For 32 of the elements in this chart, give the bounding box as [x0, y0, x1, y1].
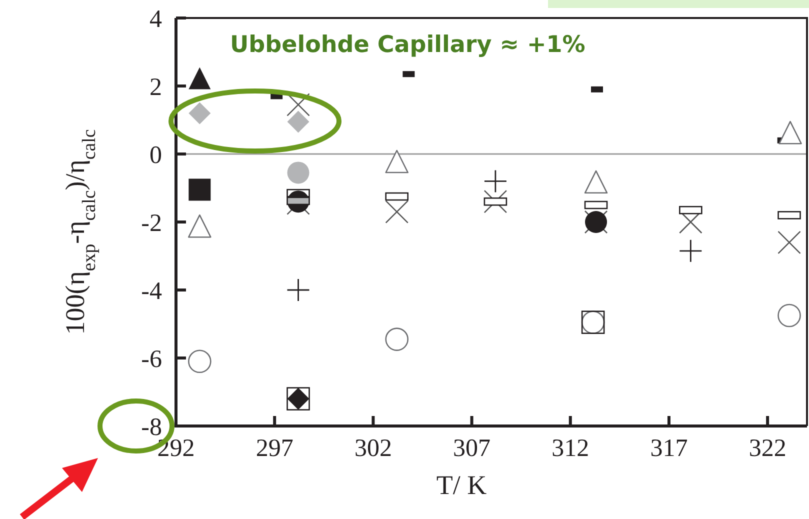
y-tick-label: 4 — [150, 6, 162, 33]
point — [484, 170, 506, 192]
point — [287, 162, 310, 184]
point — [385, 150, 408, 174]
x-tick-label: 312 — [552, 435, 590, 462]
x-tick-label: 322 — [748, 435, 786, 462]
point — [188, 214, 212, 238]
x-tick-label: 307 — [453, 435, 491, 462]
point — [188, 178, 211, 201]
point — [287, 279, 310, 301]
y-tick-label: 2 — [150, 74, 162, 101]
x-tick-label: 297 — [256, 435, 294, 462]
annotation: Ubbelohde Capillary ≈ +1% — [230, 32, 586, 58]
point — [778, 304, 801, 328]
y-tick-label: -6 — [141, 346, 162, 373]
point — [778, 120, 802, 144]
x-tick-label: 317 — [650, 435, 688, 462]
y-tick-label: -2 — [141, 210, 162, 237]
point — [385, 328, 408, 351]
point — [584, 170, 608, 194]
point — [287, 110, 310, 133]
x-axis-title: T/ K — [436, 470, 488, 500]
point — [188, 67, 211, 90]
x-tick-label: 302 — [354, 435, 392, 462]
y-tick-label: 0 — [150, 142, 162, 169]
point — [680, 240, 702, 262]
y-tick-label: -4 — [141, 278, 162, 305]
point — [286, 93, 310, 116]
point — [778, 230, 801, 254]
point — [188, 350, 212, 374]
point — [188, 102, 211, 124]
point — [385, 200, 408, 224]
